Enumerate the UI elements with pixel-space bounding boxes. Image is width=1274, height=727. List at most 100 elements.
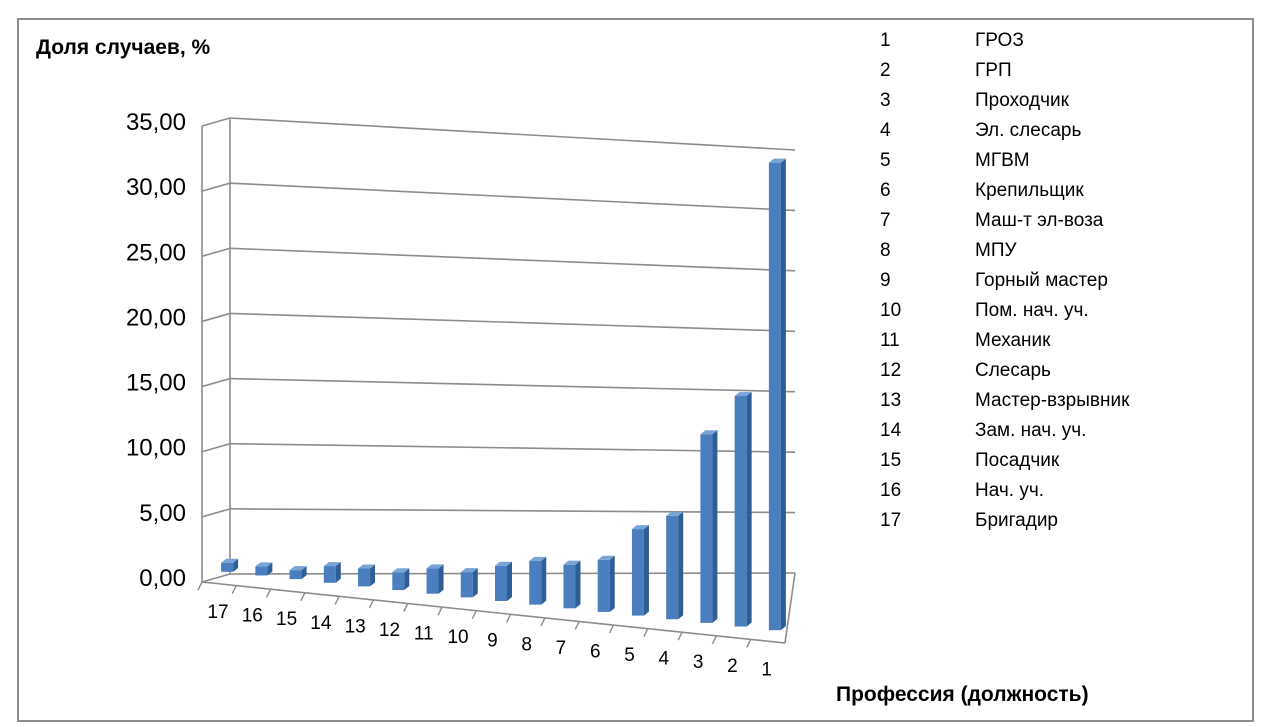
bar-side: [233, 558, 239, 572]
legend-item: 12 Слесарь: [880, 360, 1220, 390]
gridline: [229, 247, 796, 272]
x-tick: [300, 592, 306, 602]
x-tick: [231, 585, 237, 594]
x-axis-title: Профессия (должность): [836, 683, 1089, 706]
bar-top: [358, 564, 376, 569]
bar-top: [255, 562, 273, 567]
legend-item-label: Посадчик: [975, 450, 1060, 471]
legend-item-label: Крепильщик: [975, 180, 1084, 201]
legend-item-label: ГРП: [975, 60, 1012, 81]
x-tick-label: 15: [276, 609, 297, 630]
gridline-left-segment: [201, 312, 231, 323]
x-tick-label: 3: [693, 652, 704, 673]
bar-top: [700, 430, 718, 435]
legend-item-number: 6: [880, 180, 891, 201]
x-tick-label: 10: [447, 627, 468, 648]
bar-top: [666, 511, 684, 516]
legend-item-label: Маш-т эл-воза: [975, 210, 1104, 231]
bar-top: [563, 560, 581, 565]
legend-item-number: 5: [880, 150, 891, 171]
bar-top: [768, 158, 786, 163]
bar-side: [609, 555, 615, 612]
bar: [495, 565, 507, 601]
legend-item: 15 Посадчик: [880, 450, 1220, 480]
bar-side: [472, 568, 478, 598]
legend-item: 10 Пом. нач. уч.: [880, 300, 1220, 330]
x-tick: [643, 628, 649, 637]
bar-top: [323, 562, 341, 567]
legend-item-label: МГВМ: [975, 150, 1030, 171]
y-tick-label: 15,00: [126, 370, 186, 397]
legend-item-label: Слесарь: [975, 360, 1051, 381]
bar-side: [643, 525, 649, 616]
x-tick: [334, 596, 340, 605]
bar-side: [746, 392, 752, 627]
bar: [666, 515, 679, 620]
legend-item-number: 17: [880, 510, 902, 531]
legend-item-number: 14: [880, 420, 902, 441]
legend-item: 6 Крепильщик: [880, 180, 1220, 210]
y-axis-title: Доля случаев, %: [36, 36, 211, 59]
bar-top: [221, 558, 239, 563]
legend-item-number: 11: [880, 330, 900, 351]
bar: [460, 572, 473, 598]
x-tick-label: 12: [379, 620, 400, 641]
y-tick-label: 30,00: [126, 174, 186, 201]
bar: [768, 162, 781, 631]
bar-top: [529, 556, 547, 561]
legend-item-number: 16: [880, 480, 902, 501]
bar-side: [438, 564, 444, 594]
x-tick-label: 1: [761, 659, 772, 680]
legend-item-label: Пом. нач. уч.: [975, 300, 1089, 321]
x-tick-label: 8: [521, 634, 532, 655]
gridline-left-segment: [201, 247, 231, 258]
bar-side: [267, 562, 273, 576]
bar-side: [335, 562, 341, 583]
legend-item-number: 3: [880, 90, 891, 111]
y-tick-label: 10,00: [126, 435, 186, 462]
bar-top: [734, 392, 752, 397]
bar: [563, 564, 576, 609]
x-tick-label: 17: [207, 602, 228, 623]
gridline: [229, 117, 796, 151]
x-tick-label: 2: [727, 656, 738, 677]
bar-top: [495, 561, 512, 566]
legend-item-label: ГРОЗ: [975, 30, 1024, 51]
legend-item-number: 4: [880, 120, 891, 141]
legend-item: 13 Мастер-взрывник: [880, 390, 1220, 420]
gridline-left-segment: [201, 117, 231, 127]
x-tick-label: 16: [242, 606, 263, 627]
legend-item-number: 10: [880, 300, 902, 321]
y-tick-label: 0,00: [139, 565, 186, 592]
legend-item-label: Зам. нач. уч.: [975, 420, 1087, 441]
x-tick: [197, 581, 203, 591]
legend-item: 8 МПУ: [880, 240, 1220, 270]
gridline-left-segment: [201, 182, 231, 192]
legend-item-number: 2: [880, 60, 891, 81]
x-tick: [265, 588, 272, 598]
x-tick: [677, 631, 683, 641]
bar-top: [631, 525, 649, 530]
legend-item-number: 12: [880, 360, 902, 381]
bar: [426, 568, 439, 594]
legend-item: 3 Проходчик: [880, 90, 1220, 120]
legend-item-label: Проходчик: [975, 90, 1069, 111]
bar-side: [507, 561, 512, 601]
bar-top: [392, 568, 410, 573]
bar: [700, 434, 713, 623]
x-tick-label: 13: [345, 616, 366, 637]
legend-item-label: Механик: [975, 330, 1051, 351]
legend-item-label: Нач. уч.: [975, 480, 1045, 501]
legend-item: 16 Нач. уч.: [880, 480, 1220, 510]
bar: [529, 560, 542, 605]
bar-side: [712, 430, 718, 623]
x-tick-label: 7: [556, 638, 567, 659]
bar-side: [678, 511, 684, 620]
y-tick-label: 5,00: [139, 500, 186, 527]
floor-right-edge: [784, 572, 796, 644]
bar: [392, 572, 405, 591]
legend-item: 5 МГВМ: [880, 150, 1220, 180]
bar-top: [597, 555, 615, 560]
legend-item-label: Эл. слесарь: [975, 120, 1082, 141]
bar-side: [575, 560, 581, 609]
